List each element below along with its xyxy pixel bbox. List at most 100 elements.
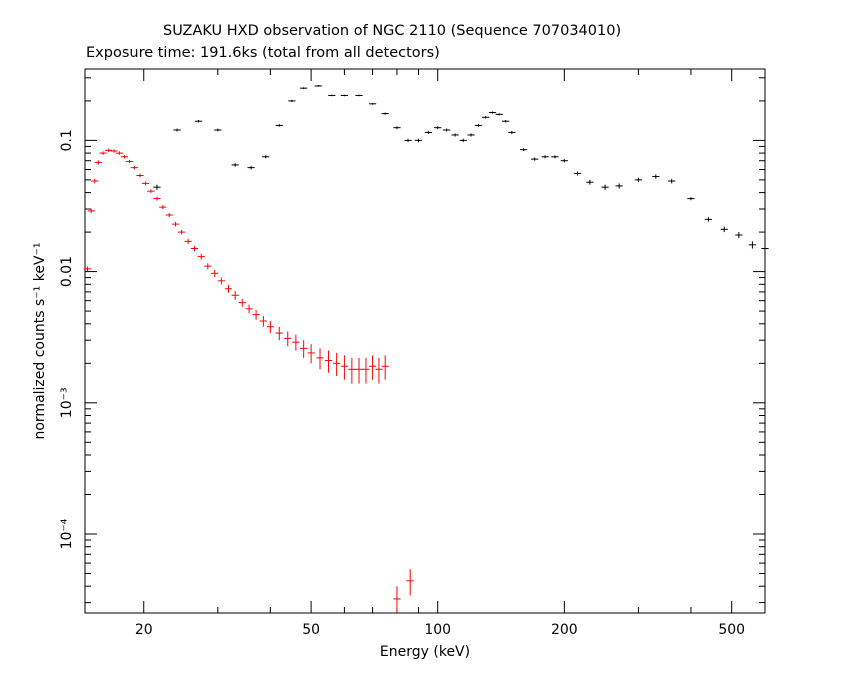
data-point — [288, 99, 296, 103]
data-point — [761, 244, 769, 253]
data-point — [467, 133, 475, 137]
data-point — [531, 157, 539, 161]
data-point — [519, 148, 528, 152]
data-point — [375, 357, 383, 384]
data-point — [735, 232, 743, 239]
data-point — [748, 241, 757, 249]
data-point — [159, 205, 167, 210]
x-tick-labels: 20 50 100 200 500 — [135, 622, 745, 638]
axis-ticks — [85, 69, 766, 613]
data-point — [110, 149, 118, 153]
data-point — [99, 151, 107, 155]
data-point — [252, 309, 260, 320]
data-point — [495, 113, 503, 116]
data-point — [393, 126, 401, 130]
data-point — [104, 148, 113, 153]
data-point — [414, 138, 423, 143]
data-point — [94, 160, 102, 165]
data-point — [300, 87, 308, 90]
data-point — [120, 155, 129, 159]
data-point — [324, 350, 333, 373]
data-point — [224, 285, 233, 293]
data-point — [259, 315, 267, 327]
data-point — [284, 331, 292, 347]
data-point — [136, 173, 144, 178]
data-point — [91, 178, 99, 184]
data-point — [190, 245, 199, 252]
data-point — [482, 116, 490, 119]
data-point — [153, 184, 161, 190]
data-point — [704, 217, 712, 222]
y-tick-label: 0.01 — [59, 256, 75, 287]
data-point — [173, 128, 181, 132]
data-point — [434, 126, 442, 130]
x-tick-label: 500 — [718, 622, 745, 638]
data-point — [204, 263, 212, 270]
x-tick-label: 200 — [551, 622, 578, 638]
data-point — [177, 229, 186, 235]
data-point — [488, 111, 497, 114]
data-point — [443, 128, 451, 132]
data-point — [275, 326, 283, 341]
data-point — [381, 355, 389, 380]
data-point — [231, 163, 239, 167]
data-point — [307, 344, 315, 364]
data-point — [262, 155, 270, 159]
data-point — [130, 165, 138, 170]
data-point — [355, 357, 363, 384]
data-point — [194, 120, 203, 123]
data-point — [245, 304, 253, 314]
data-point — [238, 298, 246, 307]
y-tick-label: 10⁻⁴ — [59, 518, 75, 549]
data-point — [125, 159, 134, 164]
data-point — [184, 238, 192, 245]
data-point — [292, 334, 300, 351]
data-point — [634, 177, 643, 183]
data-point — [406, 569, 414, 596]
data-point — [459, 138, 467, 143]
series-1 — [153, 85, 769, 253]
data-point — [211, 269, 219, 277]
data-point — [368, 355, 377, 380]
data-point — [197, 253, 205, 260]
data-point — [601, 184, 609, 190]
y-tick-label: 0.1 — [59, 129, 75, 151]
data-point — [381, 112, 389, 115]
data-point — [424, 130, 432, 134]
data-marks — [83, 85, 769, 613]
data-point — [451, 133, 459, 137]
data-point — [214, 128, 222, 132]
data-point — [340, 94, 349, 97]
y-axis-label: normalized counts s⁻¹ keV⁻¹ — [32, 242, 48, 439]
data-point — [231, 291, 239, 300]
x-tick-label: 20 — [135, 622, 153, 638]
data-point — [266, 321, 274, 334]
data-point — [153, 196, 161, 201]
data-point — [586, 179, 594, 185]
data-point — [560, 159, 568, 163]
data-point — [362, 357, 370, 384]
data-point — [275, 124, 283, 127]
y-tick-label: 10⁻³ — [59, 387, 75, 418]
data-point — [508, 130, 516, 134]
data-point — [541, 155, 549, 159]
data-point — [348, 357, 356, 384]
x-axis-label: Energy (keV) — [380, 644, 470, 660]
data-point — [501, 120, 510, 123]
data-point — [551, 155, 559, 159]
data-point — [573, 171, 582, 176]
data-point — [83, 266, 92, 272]
data-point — [87, 208, 95, 214]
data-point — [404, 138, 412, 143]
data-point — [333, 352, 341, 377]
data-point — [328, 94, 336, 97]
y-tick-labels: 10⁻⁴ 10⁻³ 0.01 0.1 — [59, 129, 75, 549]
x-tick-label: 50 — [302, 622, 320, 638]
data-point — [316, 348, 324, 370]
data-point — [652, 174, 660, 179]
data-point — [355, 94, 363, 97]
data-point — [171, 221, 180, 227]
data-point — [217, 277, 226, 285]
data-point — [165, 212, 173, 218]
series-0 — [83, 148, 414, 613]
